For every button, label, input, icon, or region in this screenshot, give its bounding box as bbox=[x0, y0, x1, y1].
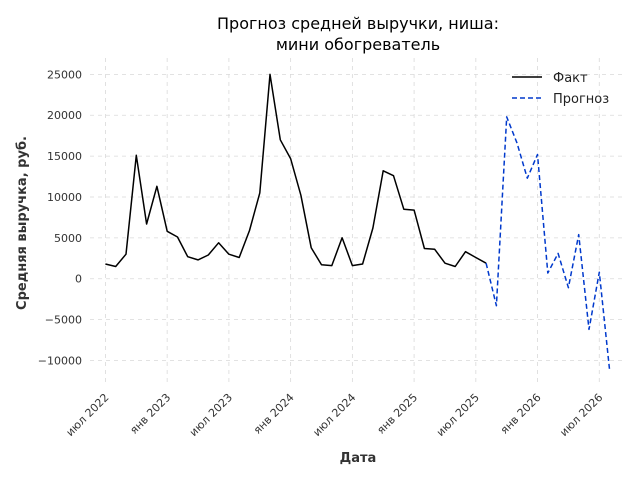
series-line-fact bbox=[105, 73, 487, 268]
y-tick-label: 20000 bbox=[47, 109, 82, 122]
y-tick-label: 15000 bbox=[47, 150, 82, 163]
x-tick-label: июл 2023 bbox=[187, 391, 235, 439]
series-line-forecast bbox=[485, 116, 611, 371]
x-axis-label: Дата bbox=[340, 451, 377, 466]
y-tick-label: −5000 bbox=[45, 314, 82, 327]
x-ticks: июл 2022 янв 2023 июл 2023 янв 2024 июл 2024… bbox=[64, 391, 606, 439]
chart-title-line-2: мини обогреватель bbox=[276, 35, 440, 54]
legend: Факт Прогноз bbox=[512, 71, 609, 107]
y-tick-label: 5000 bbox=[54, 232, 82, 245]
y-tick-label: −10000 bbox=[38, 354, 82, 367]
x-tick-label: янв 2025 bbox=[374, 391, 420, 437]
grid bbox=[90, 58, 625, 385]
x-tick-label: июл 2022 bbox=[64, 391, 112, 439]
legend-label-forecast: Прогноз bbox=[553, 92, 609, 107]
y-tick-label: 25000 bbox=[47, 68, 82, 81]
chart-title-line-1: Прогноз средней выручки, ниша: bbox=[217, 14, 499, 33]
x-tick-label: июл 2024 bbox=[310, 391, 358, 439]
y-tick-label: 0 bbox=[75, 273, 82, 286]
legend-label-fact: Факт bbox=[553, 71, 588, 86]
x-tick-label: янв 2026 bbox=[498, 391, 544, 437]
y-tick-label: 10000 bbox=[47, 191, 82, 204]
y-axis-label: Средняя выручка, руб. bbox=[15, 136, 30, 310]
y-ticks: −10000 −5000 0 5000 10000 15000 20000 25000 bbox=[38, 68, 82, 367]
x-tick-label: янв 2024 bbox=[251, 391, 297, 437]
x-tick-label: янв 2023 bbox=[127, 391, 173, 437]
x-tick-label: июл 2026 bbox=[557, 391, 605, 439]
x-tick-label: июл 2025 bbox=[434, 391, 482, 439]
series-lines bbox=[105, 73, 611, 371]
